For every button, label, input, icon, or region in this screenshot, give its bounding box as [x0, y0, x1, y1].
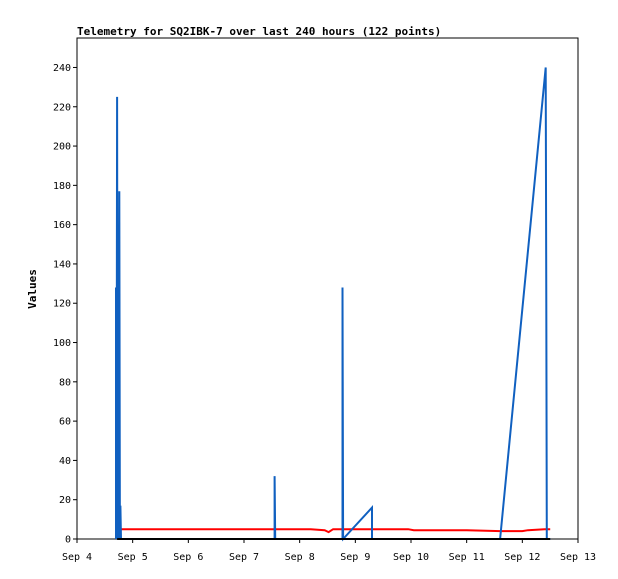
series-line-1 — [117, 528, 551, 534]
x-tick-label: Sep 8 — [285, 552, 315, 563]
y-axis-label: Values — [26, 269, 39, 309]
y-tick-label: 160 — [53, 220, 71, 231]
x-tick-label: Sep 9 — [340, 552, 370, 563]
y-tick-label: 180 — [53, 181, 71, 192]
y-tick-label: 220 — [53, 102, 71, 113]
y-tick-label: 80 — [59, 377, 71, 388]
series-layer — [115, 67, 551, 542]
x-tick-label: Sep 5 — [118, 552, 148, 563]
y-tick-label: 100 — [53, 338, 71, 349]
x-tick-label: Sep 11 — [449, 552, 485, 563]
x-tick-label: Sep 12 — [504, 552, 540, 563]
x-tick-label: Sep 4 — [62, 552, 92, 563]
y-tick-label: 120 — [53, 299, 71, 310]
x-tick-label: Sep 7 — [229, 552, 259, 563]
y-tick-label: 20 — [59, 495, 71, 506]
x-tick-label: Sep 13 — [560, 552, 596, 563]
plot-area — [76, 37, 579, 540]
y-tick-label: 0 — [65, 535, 71, 546]
x-tick-label: Sep 6 — [173, 552, 203, 563]
y-tick-label: 140 — [53, 259, 71, 270]
y-tick-label: 240 — [53, 63, 71, 74]
x-axis: Sep 4 Sep 5 Sep 6 Sep 7 Sep 8 Sep 9 Sep 10 Sep … — [62, 539, 596, 563]
y-tick-label: 40 — [59, 456, 71, 467]
y-axis: 0 20 40 60 80 100 120 140 160 180 200 220 240 — [53, 63, 77, 546]
x-tick-label: Sep 10 — [393, 552, 429, 563]
y-tick-label: 200 — [53, 142, 71, 153]
y-tick-label: 60 — [59, 417, 71, 428]
chart-title: Telemetry for SQ2IBK-7 over last 240 hou… — [77, 25, 441, 38]
